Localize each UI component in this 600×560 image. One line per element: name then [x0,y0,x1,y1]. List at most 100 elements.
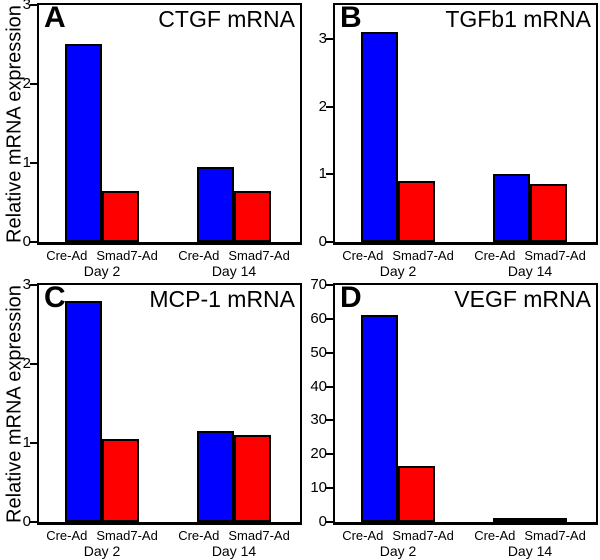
bar-label-smad7-ad: Smad7-Ad [392,248,454,263]
bar-labels: Cre-Ad Smad7-Ad [308,248,488,263]
bar-label-smad7-ad: Smad7-Ad [524,248,586,263]
y-tick-mark [30,442,37,444]
bar-label-cre-ad: Cre-Ad [178,528,220,543]
bar-smad7-ad-day-2 [102,191,139,242]
y-axis-title: Relative mRNA expression [3,5,26,243]
bar-label-smad7-ad: Smad7-Ad [228,528,290,543]
bar-smad7-ad-day-2 [102,439,139,522]
y-tick-label: 3 [318,29,327,47]
bar-cre-ad-day-14 [197,167,234,242]
bar-label-smad7-ad: Smad7-Ad [96,248,158,263]
y-tick-label: 2 [318,97,327,115]
bar-labels: Cre-Ad Smad7-Ad [440,248,600,263]
bar-cre-ad-day-2 [65,301,102,522]
bar-label-cre-ad: Cre-Ad [178,248,220,263]
y-tick-label: 0 [22,233,31,250]
bar-cre-ad-day-14 [493,174,530,242]
group-label-day-2: Day 2 [83,263,121,279]
bar-labels: Cre-Ad Smad7-Ad [144,528,324,543]
x-tick-group-day-14: Cre-Ad Smad7-Ad Day 14 [440,248,600,279]
panel-title: CTGF mRNA [158,6,295,32]
y-tick-label: 70 [310,276,327,293]
y-tick-mark [30,521,37,523]
y-tick-mark [30,162,37,164]
group-label-day-2: Day 2 [83,543,121,559]
group-label-day-2: Day 2 [379,543,417,559]
panel-title: MCP-1 mRNA [149,286,295,312]
y-tick-label: 40 [310,377,327,395]
plot-area-b: B TGFb1 mRNA 0 1 2 3 [319,1,598,250]
y-tick-mark [30,4,37,6]
plot-area-c: C MCP-1 mRNA 0 1 2 3 [23,276,302,530]
x-tick-group-day-2: Cre-Ad Smad7-Ad Day 2 [308,528,488,559]
bar-label-cre-ad: Cre-Ad [474,248,516,263]
panel-b: B TGFb1 mRNA 0 1 2 3 Cre-Ad Smad7-Ad Day 2 Cre-Ad… [319,1,600,280]
bar-label-cre-ad: Cre-Ad [46,248,88,263]
y-tick-mark [326,284,333,286]
bar-smad7-ad-day-14 [530,184,567,242]
panel-letter: C [44,281,66,314]
group-label-day-14: Day 14 [211,263,257,279]
y-tick-mark [326,453,333,456]
group-label-day-2: Day 2 [379,263,417,279]
x-tick-group-day-14: Cre-Ad Smad7-Ad Day 14 [144,528,324,559]
y-tick-mark [326,173,333,176]
bar-label-cre-ad: Cre-Ad [342,528,384,543]
x-tick-group-day-2: Cre-Ad Smad7-Ad Day 2 [12,248,192,279]
bar-label-smad7-ad: Smad7-Ad [96,528,158,543]
bar-cre-ad-day-14 [493,518,530,522]
panel-a: A CTGF mRNA 0 1 2 3 Cre-Ad Smad7-Ad Day 2 Cre-Ad S… [23,0,302,280]
y-tick-label: 20 [310,445,327,463]
panel-title: TGFb1 mRNA [445,6,591,32]
bar-smad7-ad-day-14 [530,518,567,522]
y-tick-mark [30,284,37,286]
y-tick-mark [326,37,333,40]
panel-d: D VEGF mRNA 0 10 20 30 40 50 60 70 Cre-Ad Smad7-Ad D… [310,276,600,560]
y-tick-label: 50 [310,343,327,361]
bar-cre-ad-day-2 [65,44,102,242]
y-tick-mark [326,241,333,243]
group-label-day-14: Day 14 [507,263,553,279]
bar-labels: Cre-Ad Smad7-Ad [12,528,192,543]
x-tick-group-day-14: Cre-Ad Smad7-Ad Day 14 [440,528,600,559]
x-tick-group-day-2: Cre-Ad Smad7-Ad Day 2 [12,528,192,559]
bar-label-smad7-ad: Smad7-Ad [392,528,454,543]
y-tick-label: 3 [22,0,31,13]
y-tick-mark [326,419,333,422]
plot-area-d: D VEGF mRNA 0 10 20 30 40 50 60 70 [310,276,598,530]
y-tick-label: 1 [22,434,31,451]
y-tick-mark [326,317,333,320]
bar-labels: Cre-Ad Smad7-Ad [144,248,324,263]
bar-labels: Cre-Ad Smad7-Ad [308,528,488,543]
bar-smad7-ad-day-14 [234,435,271,522]
group-label-day-14: Day 14 [507,543,553,559]
x-tick-group-day-2: Cre-Ad Smad7-Ad Day 2 [308,248,488,279]
y-tick-mark [326,351,333,354]
bar-cre-ad-day-2 [361,315,398,522]
y-tick-mark [326,385,333,388]
bar-label-smad7-ad: Smad7-Ad [524,528,586,543]
x-tick-group-day-14: Cre-Ad Smad7-Ad Day 14 [144,248,324,279]
y-tick-mark [326,487,333,490]
panel-title: VEGF mRNA [454,286,591,312]
y-tick-mark [326,105,333,108]
y-axis-title: Relative mRNA expression [3,285,26,523]
panel-letter: B [340,1,362,34]
y-tick-label: 0 [22,513,31,530]
y-tick-label: 0 [318,233,327,250]
y-tick-label: 1 [318,165,327,183]
y-tick-mark [326,521,333,523]
y-tick-label: 60 [310,309,327,327]
bar-label-cre-ad: Cre-Ad [46,528,88,543]
y-tick-label: 0 [318,513,327,530]
y-tick-mark [30,363,37,365]
group-label-day-14: Day 14 [211,543,257,559]
y-tick-label: 2 [22,355,31,372]
panel-c: C MCP-1 mRNA 0 1 2 3 Cre-Ad Smad7-Ad Day 2 Cre-Ad… [23,276,302,560]
y-tick-label: 3 [22,276,31,293]
bar-cre-ad-day-2 [361,32,398,242]
panel-letter: A [44,1,66,34]
bar-smad7-ad-day-2 [398,466,435,522]
plot-area-a: A CTGF mRNA 0 1 2 3 [23,0,302,250]
